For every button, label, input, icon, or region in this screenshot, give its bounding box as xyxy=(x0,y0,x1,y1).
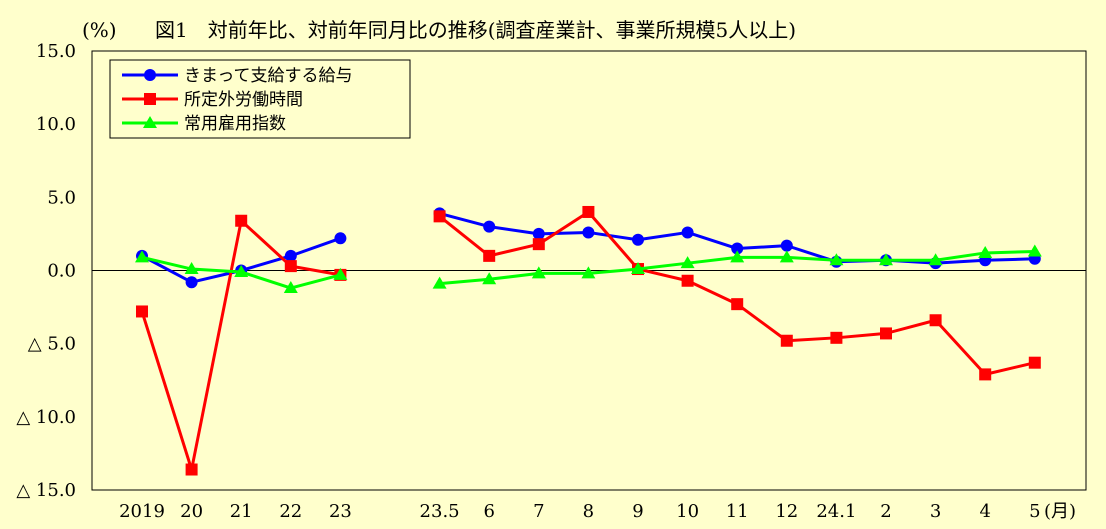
series-line xyxy=(140,219,341,472)
x-tick-label: 20 xyxy=(180,501,203,522)
legend-label: きまって支給する給与 xyxy=(184,66,352,86)
data-point xyxy=(432,276,447,289)
data-point xyxy=(780,239,793,252)
data-point xyxy=(779,250,794,263)
chart-title: 図1 対前年比、対前年同月比の推移(調査産業計、事業所規模5人以上) xyxy=(155,18,796,42)
legend-marker xyxy=(144,93,156,105)
data-point xyxy=(483,220,496,233)
x-tick-label: 24.1 xyxy=(816,501,856,522)
data-point xyxy=(978,245,993,258)
y-tick-label: 10.0 xyxy=(36,114,76,135)
data-point xyxy=(730,250,745,263)
data-point xyxy=(532,238,545,251)
data-point xyxy=(234,264,249,277)
y-tick-label: 15.0 xyxy=(36,41,76,62)
x-tick-label: 23 xyxy=(329,501,352,522)
data-point xyxy=(284,249,297,262)
y-unit-label: (%) xyxy=(82,18,117,42)
data-point xyxy=(433,210,446,223)
data-point xyxy=(582,205,595,218)
x-tick-label: 8 xyxy=(583,501,594,522)
y-tick-label: 0.0 xyxy=(47,261,76,282)
x-unit-label: (月) xyxy=(1044,501,1076,522)
data-point xyxy=(731,298,744,311)
data-point xyxy=(829,253,844,266)
data-point xyxy=(136,305,148,318)
x-tick-label: 10 xyxy=(676,501,699,522)
data-point xyxy=(731,242,744,255)
x-tick-label: 12 xyxy=(775,501,798,522)
legend-label: 常用雇用指数 xyxy=(184,114,286,134)
x-tick-label: 6 xyxy=(483,501,494,522)
y-tick-label: △ 15.0 xyxy=(16,480,76,501)
data-point xyxy=(582,226,595,239)
data-point xyxy=(680,256,695,269)
data-point xyxy=(928,253,943,266)
data-point xyxy=(184,262,199,275)
data-point xyxy=(185,463,198,476)
x-axis: 2019 20 21 22 23 23.5 6 7 8 9 10 11 12 24.1 2 3 4 5 xyxy=(119,501,1040,522)
data-point xyxy=(283,281,298,294)
x-tick-label: 7 xyxy=(533,501,544,522)
x-tick-label: 23.5 xyxy=(420,501,460,522)
series-3 xyxy=(135,244,1042,294)
data-point xyxy=(879,253,893,266)
data-point xyxy=(979,368,992,381)
data-point xyxy=(631,262,645,275)
data-point xyxy=(830,331,843,344)
legend-marker xyxy=(143,116,157,128)
data-point xyxy=(334,232,347,245)
data-point xyxy=(135,250,149,263)
data-point xyxy=(185,276,198,289)
data-point xyxy=(1028,356,1041,369)
series-line xyxy=(438,210,1036,376)
series-layer xyxy=(135,205,1042,476)
data-point xyxy=(632,233,644,246)
y-axis: 15.0 10.0 5.0 0.0 △ 5.0 △ 10.0 △ 15.0 xyxy=(16,41,76,501)
data-point xyxy=(284,260,297,273)
data-point xyxy=(681,274,694,287)
y-tick-label: △ 10.0 xyxy=(16,407,76,428)
series-2 xyxy=(136,205,1041,476)
y-tick-label: 5.0 xyxy=(47,187,76,208)
data-point xyxy=(333,267,348,280)
data-point xyxy=(482,272,497,285)
data-point xyxy=(531,266,546,279)
x-tick-label: 5 xyxy=(1029,501,1040,522)
x-tick-label: 2019 xyxy=(119,501,165,522)
legend-marker xyxy=(144,69,156,81)
data-point xyxy=(929,314,942,327)
x-tick-label: 4 xyxy=(979,501,990,522)
data-point xyxy=(532,227,545,240)
data-point xyxy=(681,226,694,239)
x-tick-label: 2 xyxy=(880,501,891,522)
data-point xyxy=(1027,244,1042,257)
legend-label: 所定外労働時間 xyxy=(184,90,303,110)
data-point xyxy=(581,266,596,279)
x-tick-label: 22 xyxy=(279,501,302,522)
data-point xyxy=(235,214,248,227)
x-tick-label: 9 xyxy=(632,501,643,522)
data-point xyxy=(880,327,892,340)
data-point xyxy=(483,249,496,262)
x-tick-label: 3 xyxy=(930,501,941,522)
data-point xyxy=(780,334,793,347)
x-tick-label: 11 xyxy=(726,501,749,522)
y-tick-label: △ 5.0 xyxy=(28,334,76,355)
x-tick-label: 21 xyxy=(230,501,253,522)
